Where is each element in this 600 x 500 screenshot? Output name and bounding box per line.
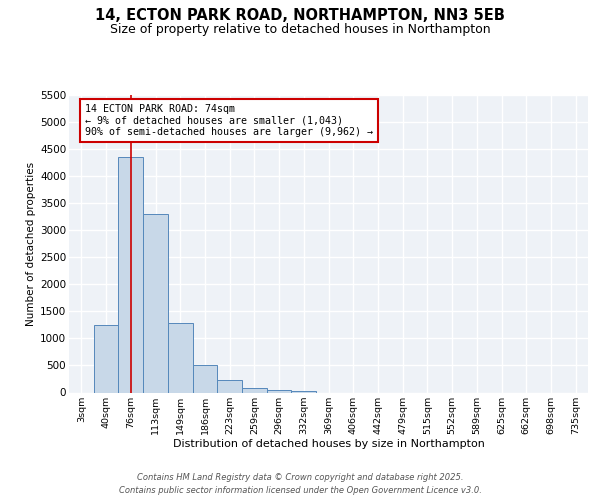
Text: 14 ECTON PARK ROAD: 74sqm
← 9% of detached houses are smaller (1,043)
90% of sem: 14 ECTON PARK ROAD: 74sqm ← 9% of detach…	[85, 104, 373, 137]
Text: Contains public sector information licensed under the Open Government Licence v3: Contains public sector information licen…	[119, 486, 481, 495]
Y-axis label: Number of detached properties: Number of detached properties	[26, 162, 36, 326]
Bar	[267, 390, 292, 392]
X-axis label: Distribution of detached houses by size in Northampton: Distribution of detached houses by size …	[173, 440, 484, 450]
Text: Size of property relative to detached houses in Northampton: Size of property relative to detached ho…	[110, 22, 490, 36]
Bar	[217, 380, 242, 392]
Bar	[242, 388, 267, 392]
Text: 14, ECTON PARK ROAD, NORTHAMPTON, NN3 5EB: 14, ECTON PARK ROAD, NORTHAMPTON, NN3 5E…	[95, 8, 505, 22]
Text: Contains HM Land Registry data © Crown copyright and database right 2025.: Contains HM Land Registry data © Crown c…	[137, 472, 463, 482]
Bar	[118, 157, 143, 392]
Bar	[193, 366, 217, 392]
Bar	[143, 214, 168, 392]
Bar	[292, 391, 316, 392]
Bar	[168, 324, 193, 392]
Bar	[94, 325, 118, 392]
